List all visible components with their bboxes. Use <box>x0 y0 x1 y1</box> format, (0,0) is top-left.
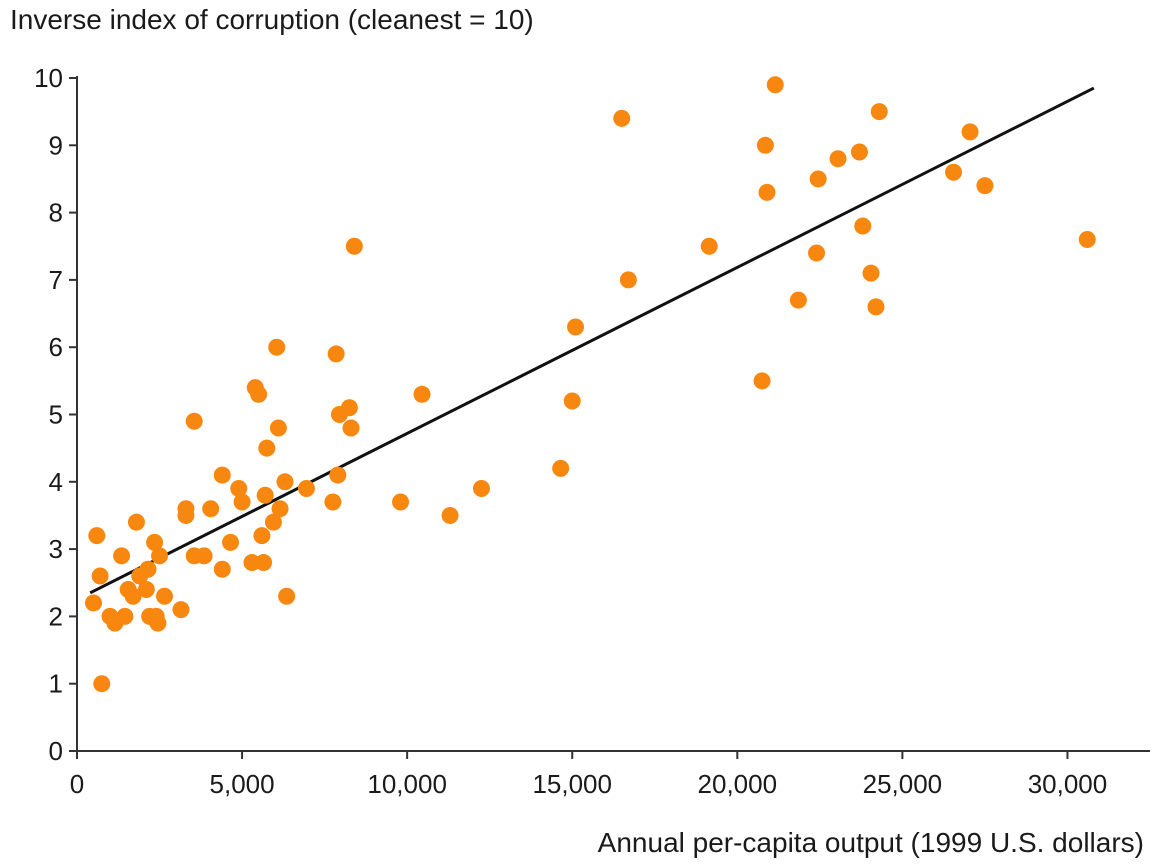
data-point <box>151 547 169 565</box>
y-tick-label: 1 <box>49 669 63 699</box>
data-point <box>700 237 718 255</box>
data-point <box>124 587 142 605</box>
data-point <box>146 533 164 551</box>
data-point <box>789 291 807 309</box>
y-tick-label: 7 <box>49 265 63 295</box>
data-point <box>850 143 868 161</box>
data-point <box>139 560 157 578</box>
x-tick-label: 20,000 <box>698 769 778 799</box>
data-point <box>441 506 459 524</box>
data-point <box>327 345 345 363</box>
y-tick-label: 6 <box>49 332 63 362</box>
x-tick-label: 5,000 <box>210 769 275 799</box>
data-points <box>85 76 1096 693</box>
data-point <box>137 580 155 598</box>
data-point <box>91 567 109 585</box>
data-point <box>172 601 190 619</box>
x-tick-label: 10,000 <box>367 769 447 799</box>
data-point <box>340 399 358 417</box>
data-point <box>213 466 231 484</box>
data-point <box>253 527 271 545</box>
data-point <box>329 466 347 484</box>
data-point <box>116 607 134 625</box>
data-point <box>93 675 111 693</box>
data-point <box>563 392 581 410</box>
y-tick-label: 8 <box>49 198 63 228</box>
data-point <box>472 480 490 498</box>
data-point <box>155 587 173 605</box>
data-point <box>256 486 274 504</box>
data-point <box>185 412 203 430</box>
trend-line-group <box>89 86 1095 595</box>
data-point <box>324 493 342 511</box>
data-point <box>213 560 231 578</box>
data-point <box>809 170 827 188</box>
data-point <box>271 500 289 518</box>
data-point <box>149 614 167 632</box>
data-point <box>552 459 570 477</box>
data-point <box>619 271 637 289</box>
data-point <box>753 372 771 390</box>
data-point <box>177 506 195 524</box>
x-tick-label: 15,000 <box>532 769 612 799</box>
data-point <box>269 419 287 437</box>
data-point <box>88 527 106 545</box>
data-point <box>255 554 273 572</box>
y-tick-label: 4 <box>49 467 63 497</box>
data-point <box>278 587 296 605</box>
data-point <box>230 480 248 498</box>
data-point <box>250 385 268 403</box>
data-point <box>756 136 774 154</box>
y-tick-label: 0 <box>49 736 63 766</box>
axes: 0 1 2 3 4 5 6 7 8 9 10 0 5,000 10,000 15,000 20,000 25,0… <box>34 63 1150 799</box>
data-point <box>113 547 131 565</box>
x-axis-title: Annual per-capita output (1999 U.S. doll… <box>597 827 1144 858</box>
data-point <box>758 183 776 201</box>
data-point <box>85 594 103 612</box>
y-tick-label: 2 <box>49 601 63 631</box>
data-point <box>867 298 885 316</box>
y-tick-label: 9 <box>49 130 63 160</box>
data-point <box>268 338 286 356</box>
data-point <box>961 123 979 141</box>
data-point <box>233 493 251 511</box>
data-point <box>976 177 994 195</box>
data-point <box>870 103 888 121</box>
data-point <box>342 419 360 437</box>
y-tick-label: 5 <box>49 400 63 430</box>
data-point <box>862 264 880 282</box>
data-point <box>127 513 145 531</box>
data-point <box>195 547 213 565</box>
x-tick-label: 0 <box>70 769 84 799</box>
data-point <box>264 513 282 531</box>
data-point <box>258 439 276 457</box>
y-tick-label: 3 <box>49 534 63 564</box>
x-tick-label: 25,000 <box>863 769 943 799</box>
data-point <box>345 237 363 255</box>
y-tick-label: 10 <box>34 63 63 93</box>
data-point <box>854 217 872 235</box>
data-point <box>808 244 826 262</box>
y-axis-title: Inverse index of corruption (cleanest = … <box>10 4 534 35</box>
data-point <box>1078 231 1096 249</box>
data-point <box>297 480 315 498</box>
data-point <box>613 109 631 127</box>
data-point <box>222 533 240 551</box>
data-point <box>567 318 585 336</box>
data-point <box>829 150 847 168</box>
data-point <box>392 493 410 511</box>
data-point <box>413 385 431 403</box>
data-point <box>276 473 294 491</box>
data-point <box>945 163 963 181</box>
data-point <box>766 76 784 94</box>
x-tick-label: 30,000 <box>1028 769 1108 799</box>
data-point <box>202 500 220 518</box>
trend-line <box>89 86 1095 595</box>
